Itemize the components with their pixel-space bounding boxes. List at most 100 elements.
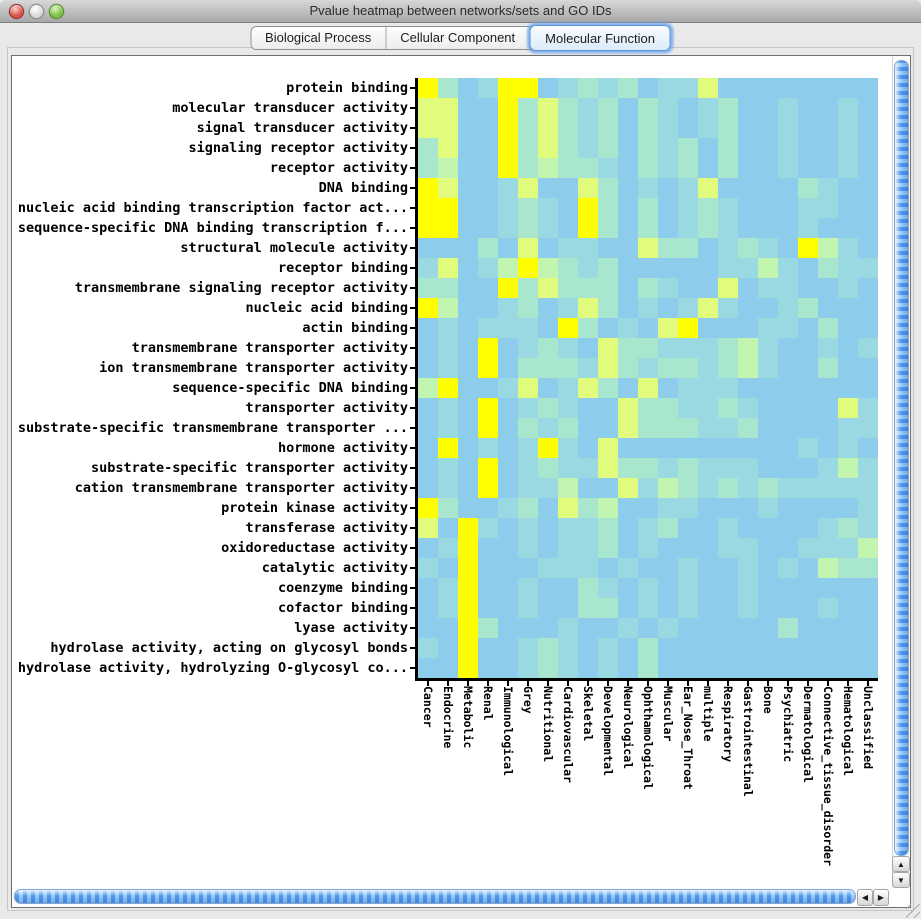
heatmap-cell [418, 658, 438, 678]
heatmap-cell [658, 258, 678, 278]
heatmap-cell [518, 558, 538, 578]
row-label: hormone activity [277, 440, 408, 456]
heatmap-cell [558, 178, 578, 198]
heatmap-cell [478, 358, 498, 378]
heatmap-cell [578, 218, 598, 238]
row-label: hydrolase activity, hydrolyzing O-glycos… [17, 660, 408, 676]
heatmap-cell [658, 418, 678, 438]
heatmap-cell [758, 278, 778, 298]
heatmap-cell [518, 478, 538, 498]
scroll-left-button[interactable]: ◀ [857, 889, 873, 906]
heatmap-cell [798, 138, 818, 158]
heatmap-cell [578, 658, 598, 678]
heatmap-cell [538, 78, 558, 98]
heatmap-cell [758, 638, 778, 658]
heatmap-cell [598, 538, 618, 558]
heatmap-cell [458, 378, 478, 398]
heatmap-cell [678, 438, 698, 458]
heatmap-cell [598, 218, 618, 238]
row-label: DNA binding [318, 180, 408, 196]
heatmap-cell [658, 478, 678, 498]
y-tick [410, 387, 415, 389]
y-tick [410, 587, 415, 589]
heatmap-cell [638, 478, 658, 498]
heatmap-cell [438, 438, 458, 458]
heatmap-cell [438, 378, 458, 398]
heatmap-cell [738, 298, 758, 318]
vertical-scrollbar-thumb[interactable] [894, 60, 909, 856]
scroll-down-button[interactable]: ▼ [892, 872, 910, 888]
tab-biological-process[interactable]: Biological Process [251, 27, 387, 49]
heatmap-cell [738, 538, 758, 558]
heatmap-cell [598, 158, 618, 178]
heatmap-cell [638, 438, 658, 458]
heatmap-cell [578, 98, 598, 118]
heatmap-cell [498, 498, 518, 518]
resize-grip[interactable] [906, 904, 920, 918]
tab-cellular-component[interactable]: Cellular Component [386, 27, 531, 49]
zoom-button-icon[interactable] [49, 4, 64, 19]
heatmap-cell [538, 618, 558, 638]
heatmap-cell [638, 318, 658, 338]
heatmap-cell [518, 118, 538, 138]
heatmap-cell [458, 498, 478, 518]
heatmap-cell [418, 258, 438, 278]
tab-molecular-function[interactable]: Molecular Function [529, 25, 671, 51]
heatmap-cell [858, 138, 878, 158]
heatmap-cell [818, 178, 838, 198]
x-tick [607, 681, 609, 686]
heatmap-cell [798, 418, 818, 438]
heatmap-cell [698, 518, 718, 538]
heatmap-cell [418, 118, 438, 138]
scroll-right-button[interactable]: ▶ [873, 889, 889, 906]
heatmap-cell [858, 118, 878, 138]
heatmap-cell [478, 78, 498, 98]
heatmap-cell [778, 358, 798, 378]
tab-group: Biological Process Cellular Component Mole… [250, 25, 671, 51]
heatmap-cell [858, 558, 878, 578]
y-tick [410, 427, 415, 429]
heatmap-cell [618, 638, 638, 658]
close-button-icon[interactable] [9, 4, 24, 19]
heatmap-cell [618, 178, 638, 198]
heatmap-cell [418, 518, 438, 538]
heatmap-cell [758, 618, 778, 638]
heatmap-cell [858, 358, 878, 378]
heatmap-cell [538, 158, 558, 178]
heatmap-cell [778, 598, 798, 618]
heatmap-cell [478, 318, 498, 338]
heatmap-cell [578, 118, 598, 138]
heatmap-cell [718, 278, 738, 298]
minimize-button-icon[interactable] [29, 4, 44, 19]
heatmap-cell [578, 78, 598, 98]
scroll-up-button[interactable]: ▲ [892, 856, 910, 872]
heatmap-cell [678, 498, 698, 518]
heatmap-cell [558, 118, 578, 138]
heatmap-cell [438, 398, 458, 418]
heatmap-cell [858, 298, 878, 318]
x-tick [447, 681, 449, 686]
y-tick [410, 467, 415, 469]
x-tick [567, 681, 569, 686]
row-label: transmembrane transporter activity [131, 340, 408, 356]
y-tick [410, 247, 415, 249]
heatmap-cell [618, 538, 638, 558]
heatmap-cell [538, 458, 558, 478]
horizontal-scrollbar-thumb[interactable] [14, 889, 856, 904]
heatmap-cell [538, 218, 558, 238]
heatmap-cell [458, 238, 478, 258]
heatmap-cell [578, 398, 598, 418]
heatmap-cell [418, 138, 438, 158]
heatmap-cell [738, 218, 758, 238]
heatmap-cell [678, 118, 698, 138]
heatmap-cell [678, 338, 698, 358]
heatmap-cell [718, 438, 738, 458]
heatmap-cell [478, 498, 498, 518]
x-tick [767, 681, 769, 686]
heatmap-cell [458, 458, 478, 478]
row-label: signaling receptor activity [188, 140, 408, 156]
heatmap-cell [478, 658, 498, 678]
title-bar[interactable]: Pvalue heatmap between networks/sets and… [0, 0, 921, 23]
x-tick [487, 681, 489, 686]
